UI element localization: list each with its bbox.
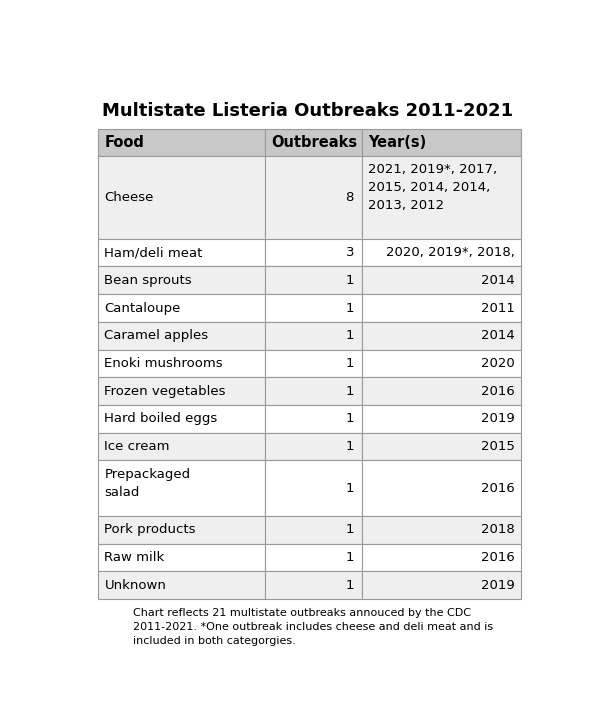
Bar <box>98 460 265 516</box>
Bar <box>362 322 521 349</box>
Bar <box>362 544 521 571</box>
Bar <box>362 516 521 544</box>
Text: 2019: 2019 <box>481 412 514 426</box>
Text: 2014: 2014 <box>481 274 514 287</box>
Text: 2021, 2019*, 2017,
2015, 2014, 2014,
2013, 2012: 2021, 2019*, 2017, 2015, 2014, 2014, 201… <box>368 163 497 213</box>
Text: 2018: 2018 <box>481 523 514 537</box>
Bar <box>98 377 265 405</box>
Bar <box>265 266 362 294</box>
Bar <box>362 129 521 155</box>
Bar <box>98 544 265 571</box>
Bar <box>98 516 265 544</box>
Bar <box>98 266 265 294</box>
Text: Food: Food <box>104 135 145 150</box>
Bar <box>362 377 521 405</box>
Bar <box>265 322 362 349</box>
Bar <box>362 405 521 433</box>
Bar <box>98 239 265 266</box>
Text: 2020, 2019*, 2018,: 2020, 2019*, 2018, <box>386 246 514 259</box>
Text: 1: 1 <box>346 274 354 287</box>
Text: Ice cream: Ice cream <box>104 440 170 453</box>
Text: Chart reflects 21 multistate outbreaks annouced by the CDC
2011-2021. *One outbr: Chart reflects 21 multistate outbreaks a… <box>133 609 493 646</box>
Text: Caramel apples: Caramel apples <box>104 329 209 342</box>
Text: 2014: 2014 <box>481 329 514 342</box>
Text: 1: 1 <box>346 481 354 495</box>
Bar <box>265 239 362 266</box>
Text: Pork products: Pork products <box>104 523 196 537</box>
Bar <box>98 571 265 599</box>
Bar <box>265 155 362 239</box>
Bar <box>265 460 362 516</box>
Bar <box>265 129 362 155</box>
Text: 1: 1 <box>346 329 354 342</box>
Bar <box>98 155 265 239</box>
Bar <box>265 377 362 405</box>
Text: 1: 1 <box>346 551 354 564</box>
Text: 8: 8 <box>346 191 354 203</box>
Bar <box>265 544 362 571</box>
Text: Bean sprouts: Bean sprouts <box>104 274 192 287</box>
Text: 1: 1 <box>346 385 354 397</box>
Text: 3: 3 <box>346 246 354 259</box>
Text: 2020: 2020 <box>481 357 514 370</box>
Bar <box>265 405 362 433</box>
Text: Year(s): Year(s) <box>368 135 426 150</box>
Text: 1: 1 <box>346 357 354 370</box>
Text: Multistate Listeria Outbreaks 2011-2021: Multistate Listeria Outbreaks 2011-2021 <box>102 102 513 120</box>
Bar <box>265 571 362 599</box>
Bar <box>362 349 521 377</box>
Bar <box>362 571 521 599</box>
Bar <box>265 349 362 377</box>
Bar <box>98 322 265 349</box>
Bar <box>98 349 265 377</box>
Text: Outbreaks: Outbreaks <box>271 135 357 150</box>
Bar <box>98 129 265 155</box>
Text: 2016: 2016 <box>481 481 514 495</box>
Text: Raw milk: Raw milk <box>104 551 164 564</box>
Bar <box>98 405 265 433</box>
Text: Hard boiled eggs: Hard boiled eggs <box>104 412 218 426</box>
Bar <box>98 433 265 460</box>
Bar <box>265 294 362 322</box>
Bar <box>362 266 521 294</box>
Bar <box>362 433 521 460</box>
Bar <box>362 460 521 516</box>
Bar <box>265 433 362 460</box>
Bar <box>362 239 521 266</box>
Text: 2016: 2016 <box>481 551 514 564</box>
Text: 1: 1 <box>346 440 354 453</box>
Text: Unknown: Unknown <box>104 579 166 592</box>
Text: Ham/deli meat: Ham/deli meat <box>104 246 203 259</box>
Bar <box>362 294 521 322</box>
Text: 2011: 2011 <box>481 301 514 314</box>
Text: 2015: 2015 <box>481 440 514 453</box>
Text: 2019: 2019 <box>481 579 514 592</box>
Text: Enoki mushrooms: Enoki mushrooms <box>104 357 223 370</box>
Text: 2016: 2016 <box>481 385 514 397</box>
Text: Cheese: Cheese <box>104 191 154 203</box>
Text: 1: 1 <box>346 412 354 426</box>
Text: 1: 1 <box>346 579 354 592</box>
Text: Cantaloupe: Cantaloupe <box>104 301 181 314</box>
Bar <box>98 294 265 322</box>
Text: Prepackaged
salad: Prepackaged salad <box>104 468 191 499</box>
Bar <box>265 516 362 544</box>
Text: 1: 1 <box>346 523 354 537</box>
Text: Frozen vegetables: Frozen vegetables <box>104 385 226 397</box>
Bar <box>362 155 521 239</box>
Text: 1: 1 <box>346 301 354 314</box>
